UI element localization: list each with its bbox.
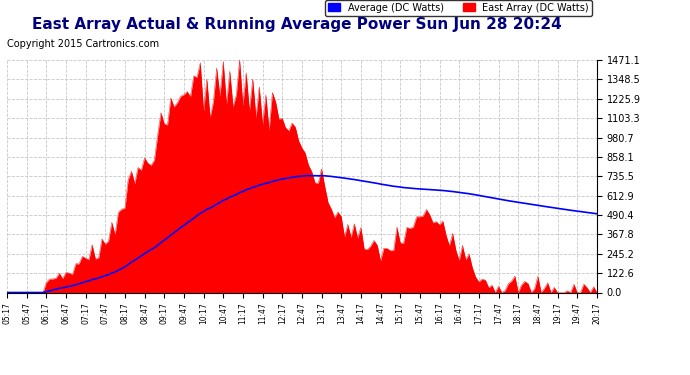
Text: East Array Actual & Running Average Power Sun Jun 28 20:24: East Array Actual & Running Average Powe… [32,17,562,32]
Legend: Average (DC Watts), East Array (DC Watts): Average (DC Watts), East Array (DC Watts… [325,0,592,16]
Text: Copyright 2015 Cartronics.com: Copyright 2015 Cartronics.com [7,39,159,50]
